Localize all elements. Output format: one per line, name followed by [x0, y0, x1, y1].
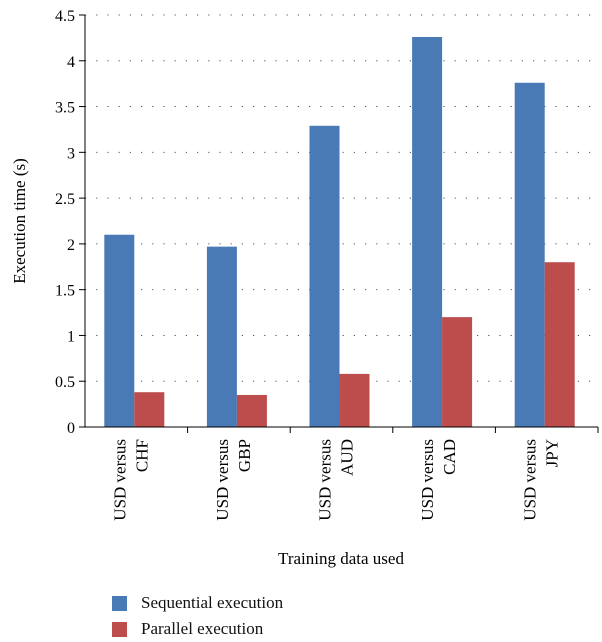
x-tick-label: AUD	[338, 439, 357, 476]
y-tick-label: 2	[67, 237, 75, 254]
x-tick-label: USD versus	[521, 439, 540, 521]
bars	[104, 36, 575, 428]
bar-sequential	[309, 125, 340, 427]
axes	[84, 15, 598, 428]
x-tick-label: USD versus	[418, 439, 437, 521]
x-tick-label: GBP	[235, 439, 254, 472]
bar-parallel	[134, 392, 165, 427]
legend-swatch-sequential	[112, 595, 127, 611]
bar-parallel	[339, 373, 370, 427]
legend: Sequential execution Parallel execution	[112, 590, 283, 642]
x-tick-label: CAD	[440, 439, 459, 475]
legend-label-parallel: Parallel execution	[141, 619, 264, 638]
y-tick-label: 4.5	[55, 8, 75, 25]
y-tick-label: 3	[67, 145, 75, 162]
x-tick-label: CHF	[132, 439, 151, 472]
y-tick-label: 3.5	[55, 100, 75, 117]
bar-sequential	[206, 246, 237, 427]
bar-sequential	[514, 82, 545, 428]
y-tick-label: 2.5	[55, 191, 75, 208]
y-tick-label: 0	[67, 420, 75, 437]
legend-label-sequential: Sequential execution	[141, 593, 284, 612]
x-tick-label: USD versus	[110, 439, 129, 521]
bar-sequential	[412, 36, 443, 428]
y-tick-label: 1.5	[55, 283, 75, 300]
legend-swatch-parallel	[112, 621, 127, 637]
bar-parallel	[442, 317, 473, 427]
x-tick-label: JPY	[543, 439, 562, 467]
bar-chart: 00.511.522.533.544.5 USD versus CHF USD ve…	[10, 8, 599, 568]
y-axis-label: Execution time (s)	[10, 158, 29, 284]
y-tick-label: 1	[67, 328, 75, 345]
y-tick-labels: 0 0.5 1 1.5 2 2.5 3 3.5 4 4.5	[55, 8, 85, 437]
x-tick-label: USD versus	[316, 439, 335, 521]
bar-parallel	[236, 394, 267, 427]
x-tick-labels: USD versus CHF USD versus GBP USD versus AUD U…	[110, 427, 599, 521]
x-tick-label: USD versus	[213, 439, 232, 521]
legend-item-parallel: Parallel execution	[112, 616, 283, 642]
x-axis-label: Training data used	[278, 549, 404, 568]
y-tick-label: 0.5	[55, 374, 75, 391]
legend-item-sequential: Sequential execution	[112, 590, 283, 616]
bar-sequential	[104, 234, 135, 427]
bar-parallel	[544, 262, 575, 427]
y-tick-label: 4	[67, 54, 75, 71]
